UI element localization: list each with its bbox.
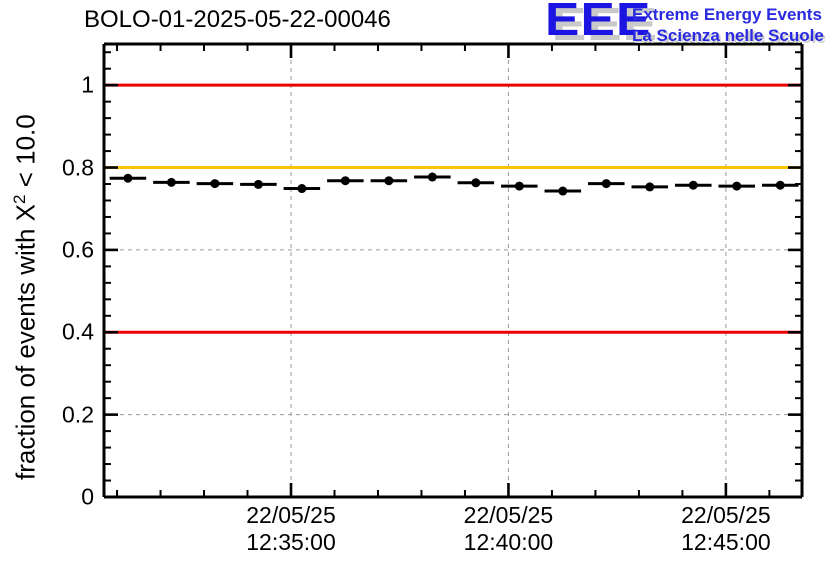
- data-marker: [558, 186, 568, 196]
- y-tick-label-1: 1: [81, 71, 94, 98]
- data-marker: [427, 172, 437, 182]
- data-marker: [210, 179, 220, 189]
- chart-title: BOLO-01-2025-05-22-00046: [84, 6, 391, 33]
- eee-logo-acronym: EEE: [545, 0, 652, 45]
- y-tick-label-0.6: 0.6: [62, 236, 94, 263]
- data-marker: [340, 176, 350, 186]
- x-tick-label-12:35:00: 22/05/25 12:35:00: [201, 502, 381, 556]
- x-tick-label-12:45:00: 22/05/25 12:45:00: [636, 502, 816, 556]
- x-tick-date: 22/05/25: [681, 502, 771, 528]
- data-marker: [645, 182, 655, 192]
- eee-logo-text: Extreme Energy Events La Scienza nelle S…: [632, 4, 824, 46]
- y-tick-label-0: 0: [81, 483, 94, 510]
- data-marker: [601, 179, 611, 189]
- x-tick-time: 12:35:00: [246, 529, 336, 555]
- data-marker: [166, 177, 176, 187]
- eee-logo-line1: Extreme Energy Events: [632, 5, 822, 24]
- data-marker: [253, 179, 263, 189]
- x-tick-label-12:40:00: 22/05/25 12:40:00: [418, 502, 598, 556]
- y-tick-label-0.2: 0.2: [62, 401, 94, 428]
- data-marker: [123, 173, 133, 183]
- x-tick-time: 12:40:00: [463, 529, 554, 555]
- eee-logo: EEE Extreme Energy Events La Scienza nel…: [543, 0, 833, 52]
- x-tick-time: 12:45:00: [681, 529, 771, 555]
- data-marker: [384, 176, 394, 186]
- data-marker: [297, 184, 307, 194]
- y-tick-label-0.4: 0.4: [62, 318, 94, 345]
- y-axis-title-sup: 2: [10, 194, 29, 204]
- data-marker: [514, 181, 524, 191]
- data-marker: [471, 178, 481, 188]
- x-tick-date: 22/05/25: [463, 502, 554, 528]
- data-marker: [775, 180, 785, 190]
- eee-logo-line2: La Scienza nelle Scuole: [632, 26, 824, 45]
- data-marker: [732, 181, 742, 191]
- x-tick-date: 22/05/25: [246, 502, 336, 528]
- data-marker: [688, 180, 698, 190]
- y-tick-label-0.8: 0.8: [62, 154, 94, 181]
